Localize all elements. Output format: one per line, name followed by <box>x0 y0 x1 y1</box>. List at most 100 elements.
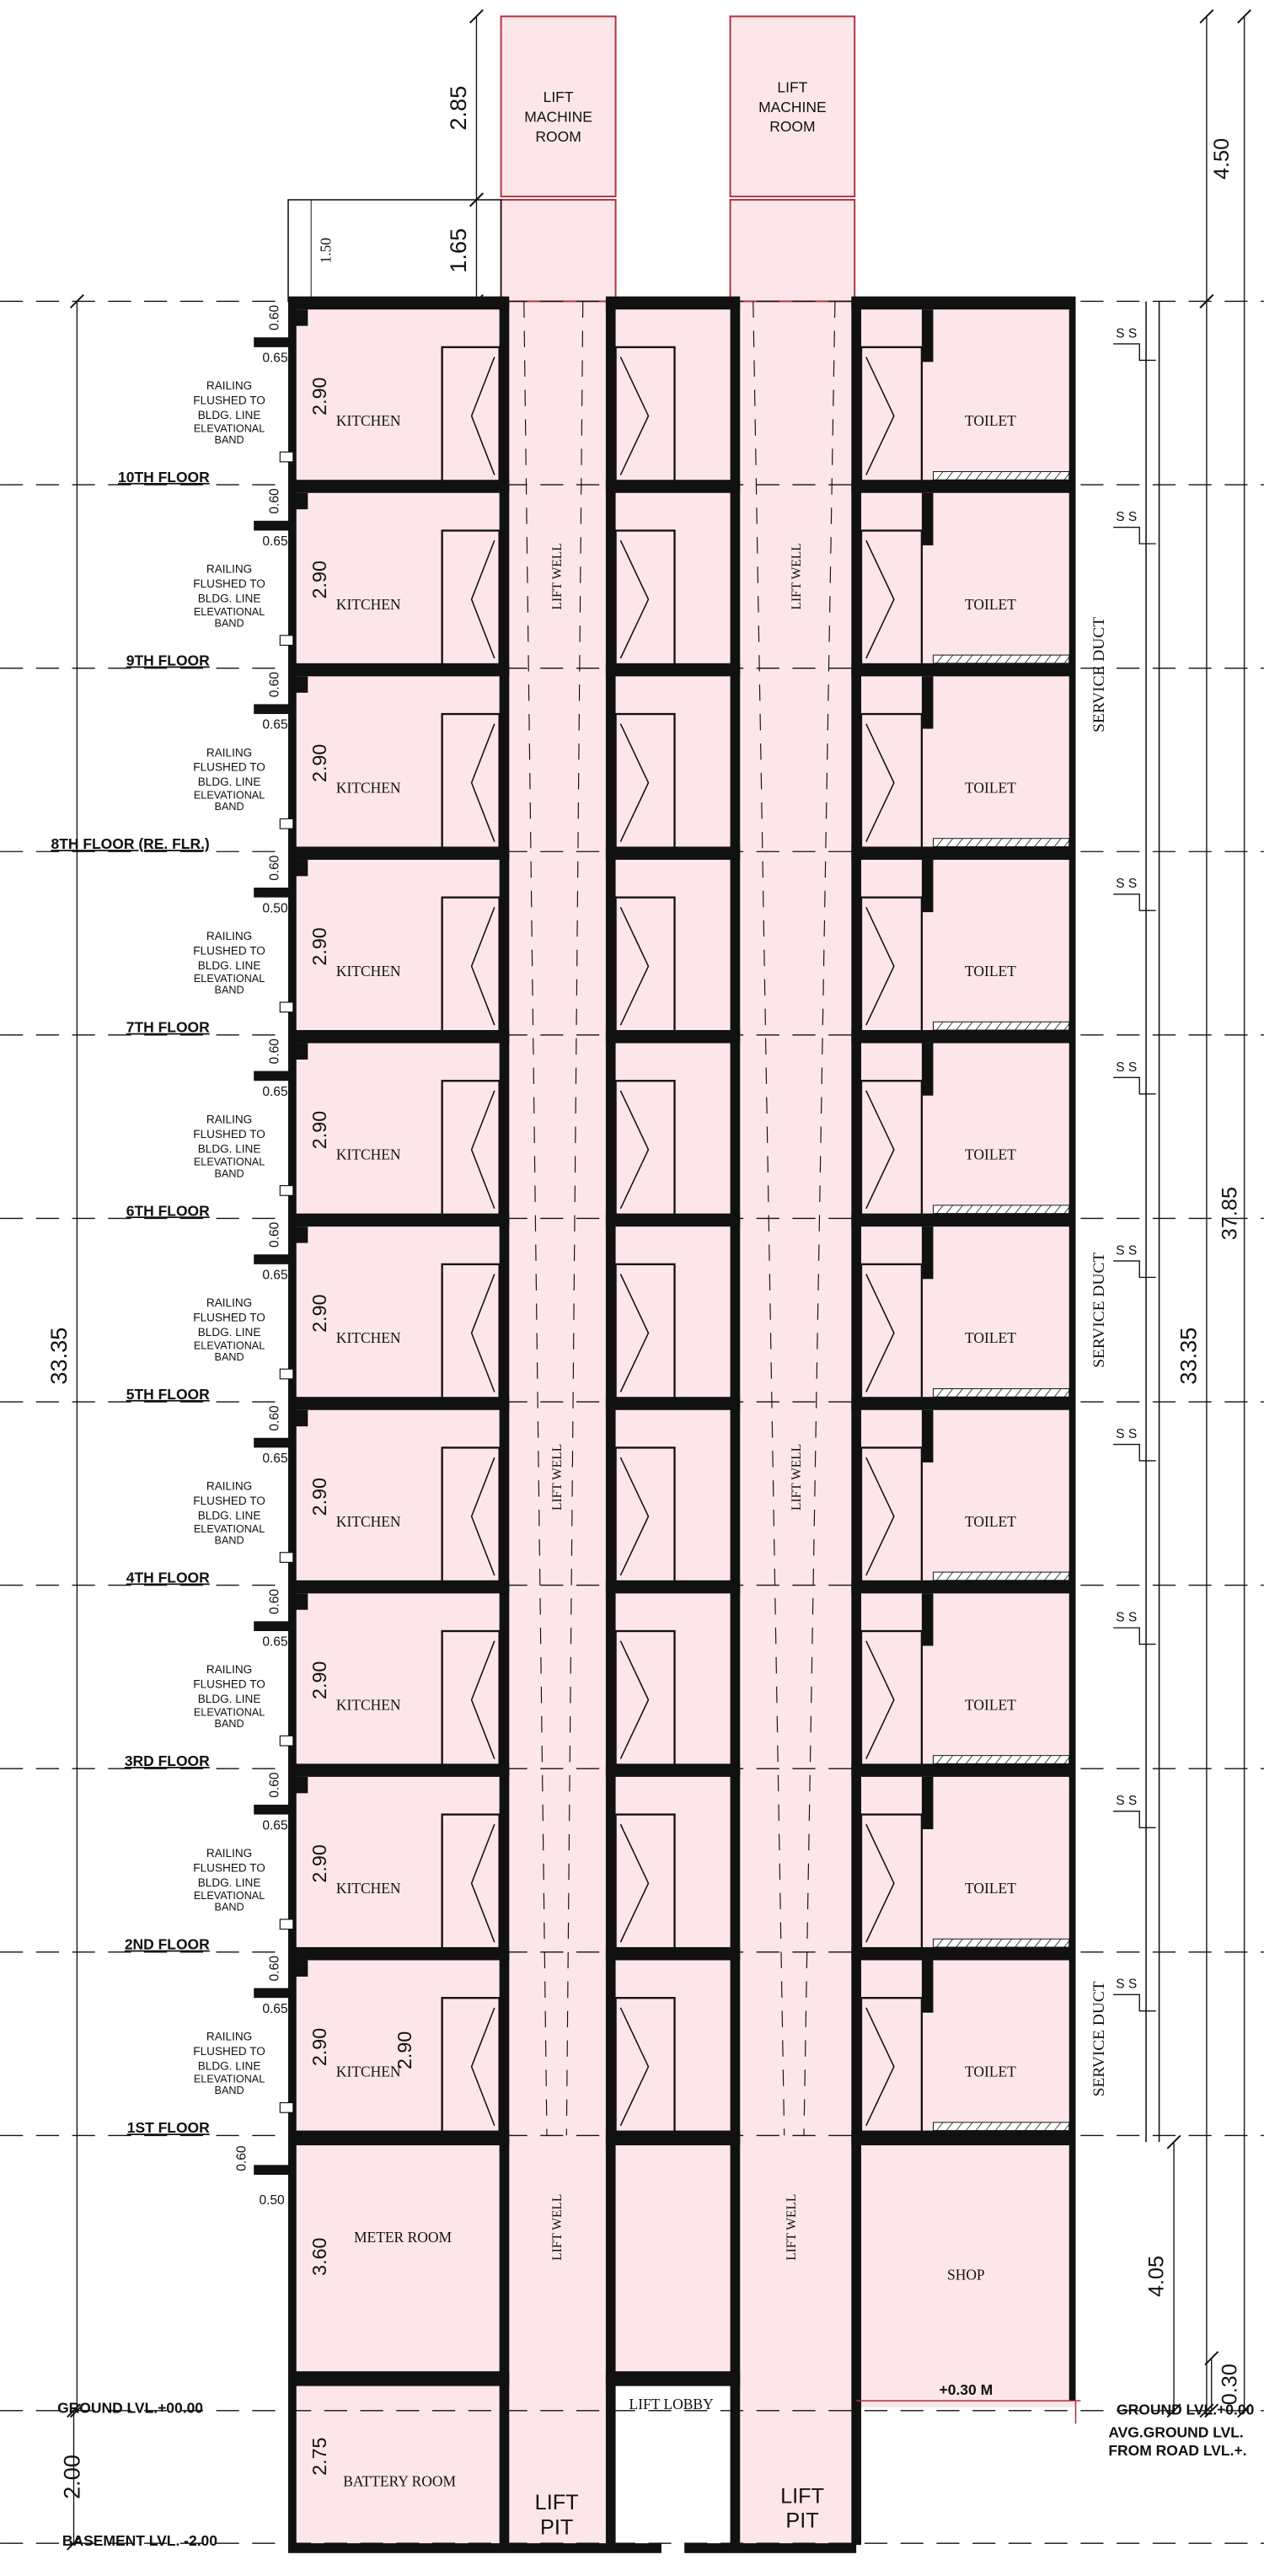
hatch <box>956 654 963 664</box>
hatch <box>985 1571 993 1581</box>
hatch <box>975 1755 983 1764</box>
note: FLUSHED TO <box>193 1861 265 1874</box>
room-label: TOILET <box>965 1513 1016 1530</box>
door-swing <box>865 1823 895 1943</box>
toilet-wall <box>921 1043 934 1096</box>
hatch <box>975 838 983 847</box>
hatch <box>1063 471 1071 480</box>
wall <box>605 301 616 2546</box>
slab <box>605 2371 741 2386</box>
hatch <box>945 1755 954 1764</box>
note: BLDG. LINE <box>198 2059 261 2072</box>
hatch <box>936 654 944 664</box>
hatch <box>1024 1205 1032 1214</box>
door-swing <box>470 1090 495 1210</box>
lift-diagonal <box>803 301 836 2136</box>
room-label: KITCHEN <box>336 2063 401 2080</box>
door-swing <box>865 2007 895 2127</box>
slab <box>605 2130 741 2146</box>
door-swing <box>865 1274 895 1393</box>
floor-label: 9TH FLOOR <box>126 652 210 669</box>
ss-outline <box>1113 1260 1156 1279</box>
slab <box>851 846 1076 860</box>
beam <box>288 1960 308 1977</box>
lift-diagonal <box>753 301 785 2136</box>
hatch <box>985 2122 993 2131</box>
slab <box>288 1030 510 1044</box>
service-duct-label: SERVICE DUCT <box>1090 617 1108 733</box>
hatch <box>1044 1205 1052 1214</box>
dim-tick <box>1199 294 1214 309</box>
door-swing <box>470 1274 495 1393</box>
lift-well-label: LIFT WELL <box>785 2194 799 2261</box>
beam <box>288 309 308 326</box>
ss-outline <box>1113 1994 1156 2012</box>
ss-mark: S S <box>1116 510 1137 524</box>
floor-label: 2ND FLOOR <box>125 1936 210 1953</box>
dimension: 33.35 <box>46 1328 72 1385</box>
dimension: 37.85 <box>1218 1187 1242 1240</box>
dimension: 0.65 <box>262 352 287 366</box>
door-swing <box>619 357 650 475</box>
dimension: 0.60 <box>268 1589 282 1615</box>
hatch <box>1004 2122 1013 2131</box>
hatch <box>1053 471 1062 480</box>
toilet-wall <box>921 1226 934 1280</box>
hatch <box>945 2122 954 2131</box>
hatch <box>1044 1571 1052 1581</box>
room-label: TOILET <box>965 1329 1016 1346</box>
ledge <box>254 520 295 531</box>
ledge <box>254 1988 295 1999</box>
toilet-wall <box>921 1960 934 2013</box>
hatch <box>994 1022 1003 1031</box>
beam <box>288 1043 308 1060</box>
room-label: TOILET <box>965 963 1016 979</box>
hatch <box>1063 1571 1071 1581</box>
note: BAND <box>215 2085 244 2096</box>
hatch <box>1063 1388 1071 1398</box>
room-label: KITCHEN <box>336 779 401 796</box>
note: ELEVATIONAL <box>194 1890 265 1902</box>
note: ELEVATIONAL <box>194 1523 265 1535</box>
hatch <box>966 1755 973 1764</box>
hatch <box>985 1755 993 1764</box>
hatch <box>1034 1205 1042 1214</box>
ledge <box>254 337 295 347</box>
door-swing <box>619 723 650 842</box>
note: FLUSHED TO <box>193 394 265 407</box>
hatch <box>1015 654 1022 664</box>
dimension: 0.65 <box>262 2002 287 2016</box>
dimension: 2.90 <box>308 1661 330 1699</box>
door-swing <box>865 357 895 475</box>
slab <box>288 2371 510 2386</box>
door-swing <box>619 1090 650 1210</box>
hatch <box>1024 1388 1032 1398</box>
hatch <box>936 2122 944 2131</box>
ss-mark: S S <box>1116 1243 1137 1258</box>
door-swing <box>619 1274 650 1393</box>
hatch <box>966 471 973 480</box>
dimension: 2.00 <box>59 2455 85 2499</box>
toilet-wall <box>921 492 934 545</box>
ss-mark: S S <box>1116 1978 1137 1992</box>
slab <box>288 1946 510 1961</box>
hatch <box>975 1388 983 1398</box>
room-label: LIFT LOBBY <box>629 2396 715 2412</box>
ss-mark: S S <box>1116 1060 1137 1075</box>
note: RAILING <box>206 1296 252 1309</box>
door-swing <box>470 1823 495 1943</box>
room-label: PIT <box>540 2515 573 2539</box>
ss-outline <box>1113 343 1156 362</box>
hatch <box>975 654 983 664</box>
note: FLUSHED TO <box>193 1495 265 1507</box>
note: FLUSHED TO <box>193 761 265 774</box>
hatch <box>1015 1755 1022 1764</box>
ledge <box>254 2165 295 2176</box>
machine-room-label: LIFT <box>777 79 807 96</box>
note: RAILING <box>206 1113 252 1125</box>
hatch <box>1053 1571 1062 1581</box>
beam <box>288 1226 308 1243</box>
ss-outline <box>1113 1811 1156 1828</box>
room-label: TOILET <box>965 1146 1016 1163</box>
level-label: GROUND LVL.+00.00 <box>57 2399 203 2416</box>
